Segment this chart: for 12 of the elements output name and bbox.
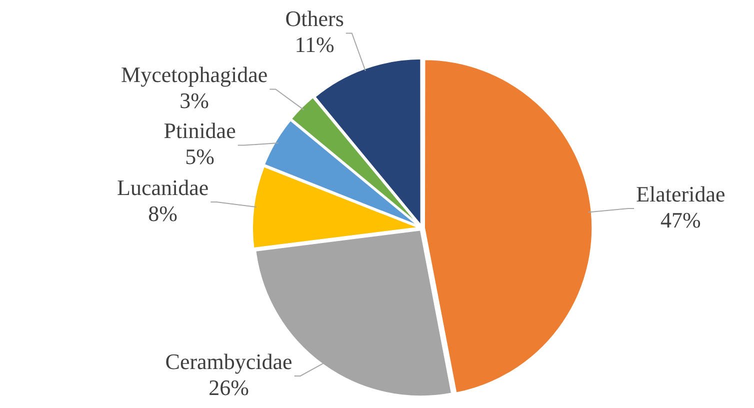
slice-label: Cerambycidae <box>165 348 292 374</box>
data-label: 47% <box>660 207 701 232</box>
slice-label: Elateridae <box>636 181 726 206</box>
data-label: 11% <box>294 32 334 58</box>
data-label: 8% <box>148 200 178 226</box>
slice-label: Ptinidae <box>164 118 236 144</box>
slice-label: Others <box>285 6 344 32</box>
slice-label: Mycetophagidae <box>121 62 268 88</box>
slice-label: Lucanidae <box>117 174 209 200</box>
data-label: 5% <box>185 144 214 170</box>
data-label: 26% <box>208 374 249 400</box>
data-label: 3% <box>180 88 209 114</box>
